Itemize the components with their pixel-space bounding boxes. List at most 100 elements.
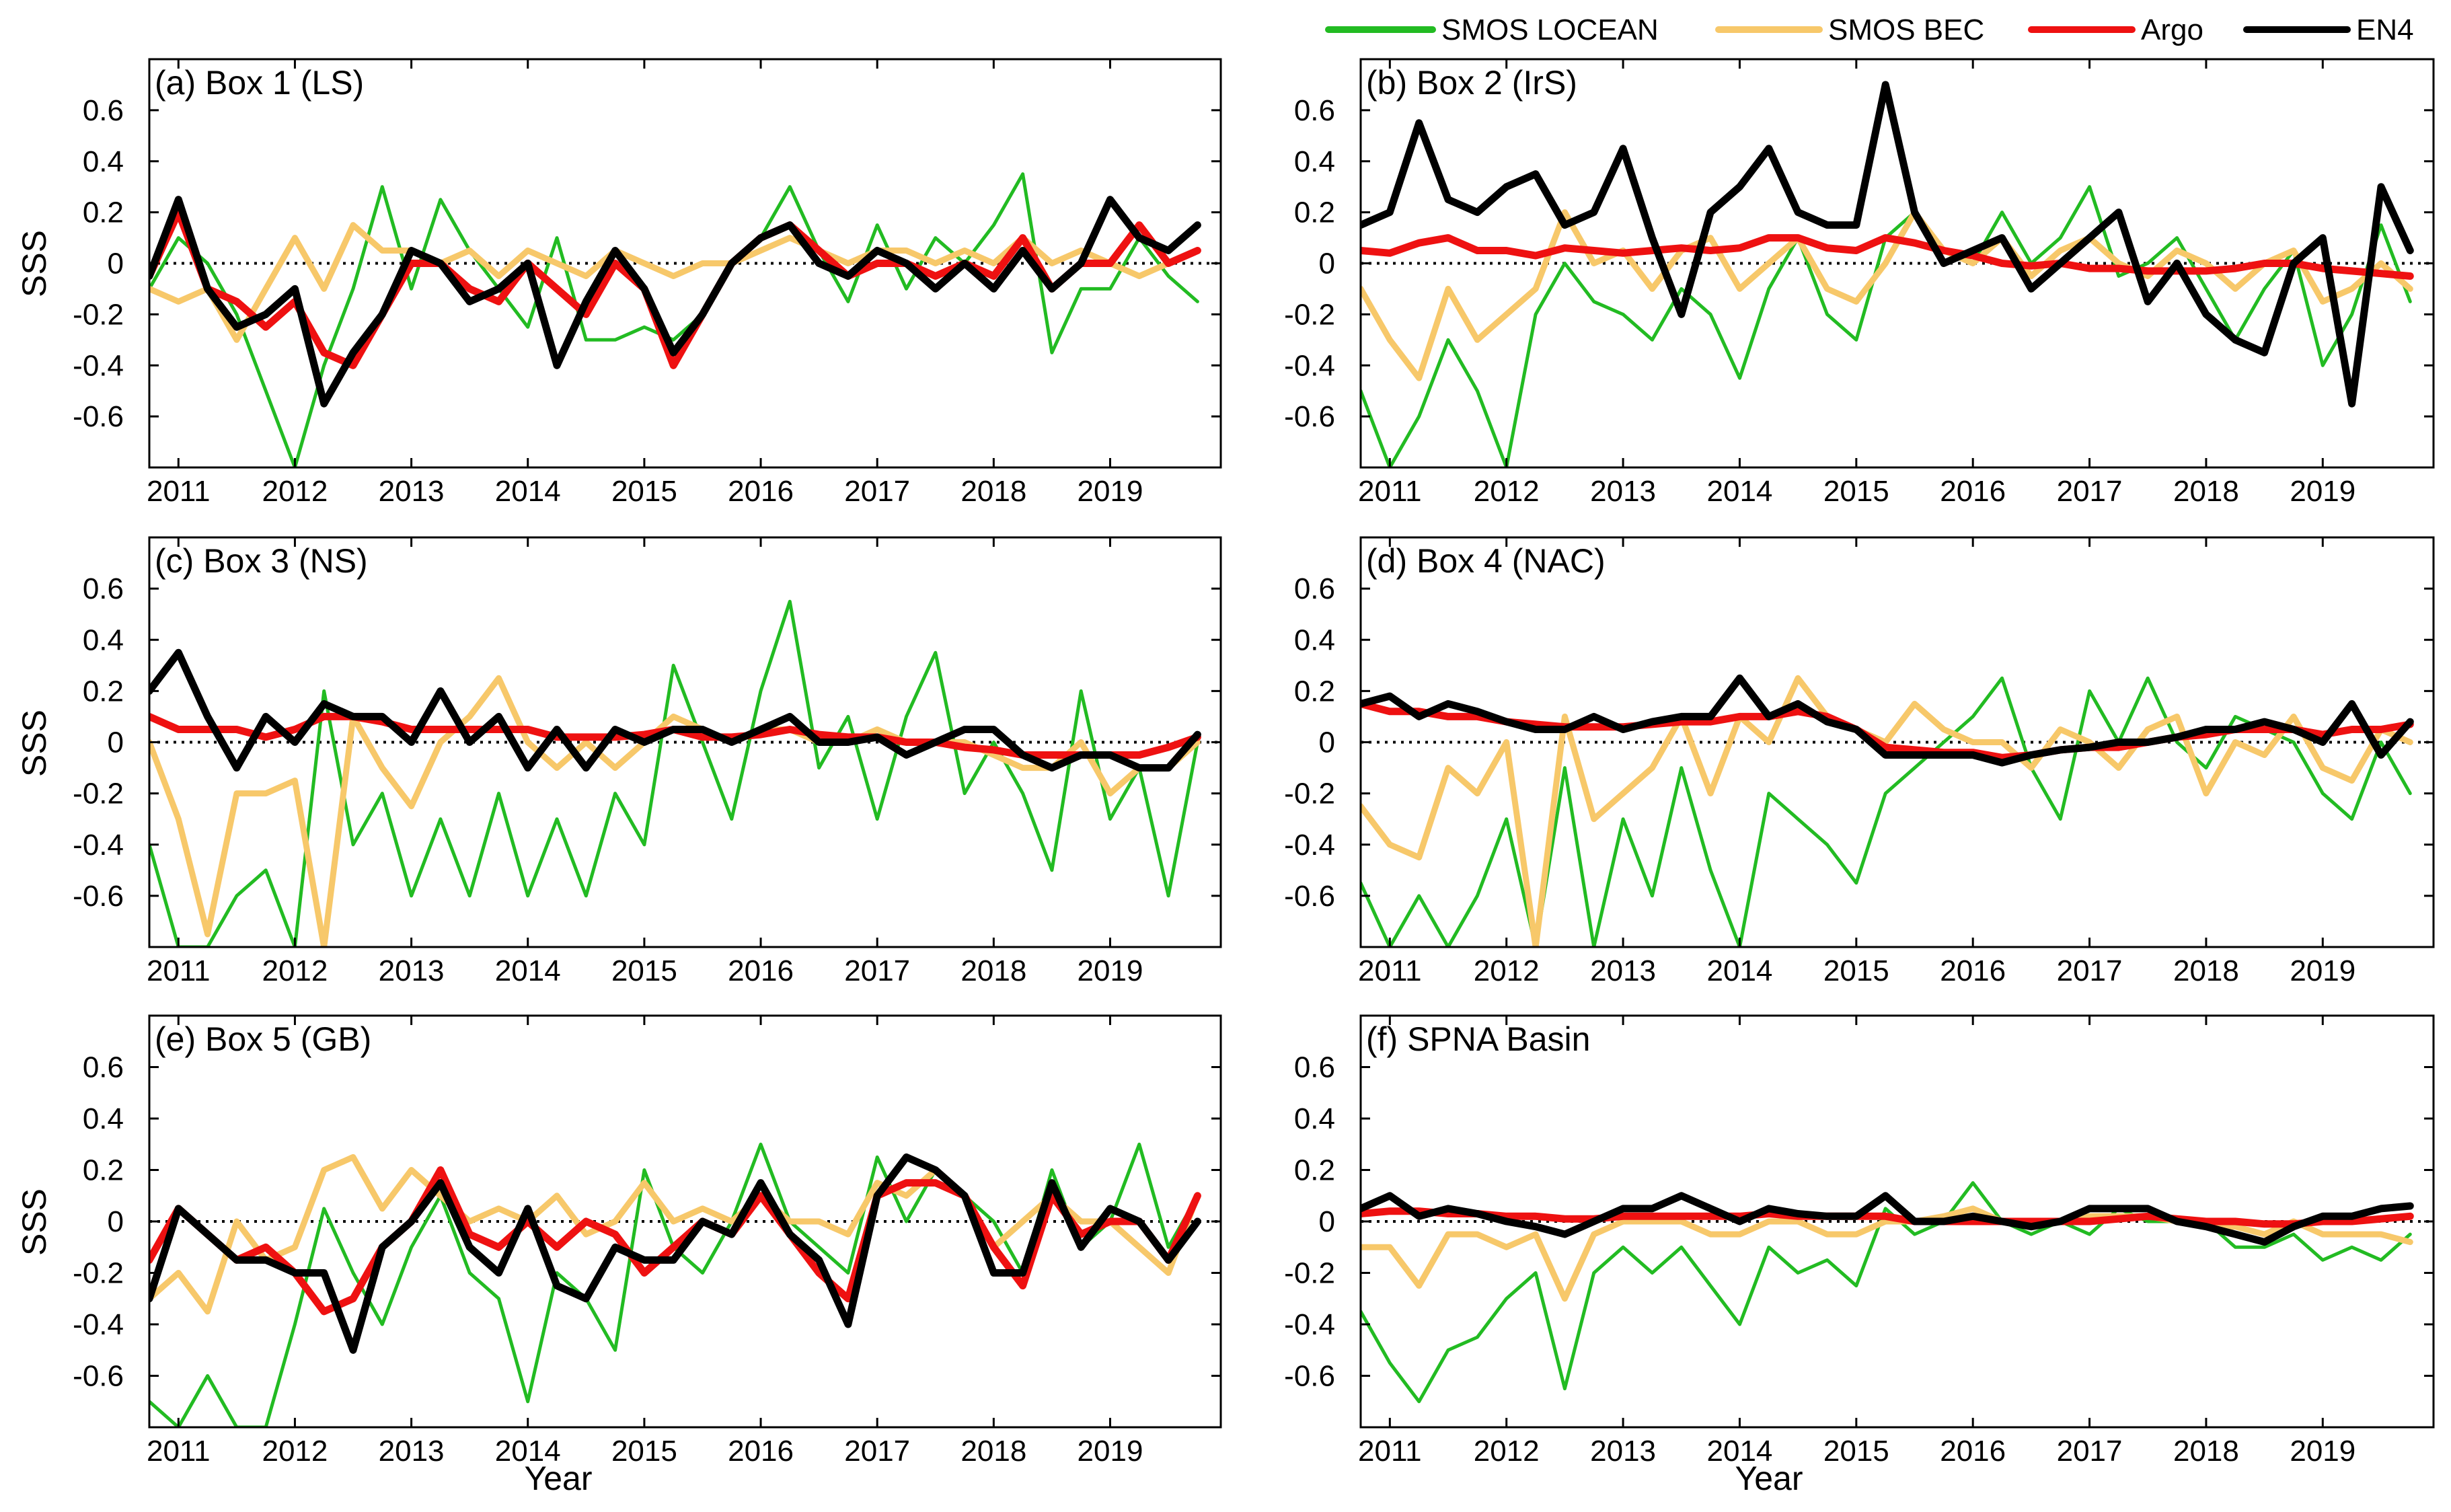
ytick-label-d-3: 0 bbox=[1319, 726, 1335, 759]
series-smos-bec-d bbox=[1361, 675, 2413, 947]
ytick-label-b-2: -0.2 bbox=[1284, 298, 1335, 331]
ytick-label-a-5: 0.4 bbox=[83, 145, 124, 178]
ytick-label-f-2: -0.2 bbox=[1284, 1257, 1335, 1290]
series-smos-bec-b bbox=[1361, 209, 2413, 381]
legend-label-smos-locean: SMOS LOCEAN bbox=[1441, 13, 1659, 46]
xtick-label-c-7: 2018 bbox=[960, 954, 1026, 987]
series-smos-locean-a bbox=[149, 172, 1199, 467]
ytick-label-e-6: 0.6 bbox=[83, 1051, 124, 1084]
legend: SMOS LOCEAN SMOS BEC Argo EN4 bbox=[1325, 13, 2414, 46]
ytick-label-e-1: -0.4 bbox=[73, 1308, 124, 1341]
series-smos-bec-f bbox=[1361, 1205, 2413, 1302]
xtick-label-b-4: 2015 bbox=[1823, 475, 1889, 508]
panel-title-d: (d) Box 4 (NAC) bbox=[1366, 542, 1606, 580]
series-smos-locean-d bbox=[1361, 676, 2412, 947]
xtick-label-b-3: 2014 bbox=[1707, 475, 1773, 508]
ytick-label-b-6: 0.6 bbox=[1294, 94, 1335, 127]
xtick-label-e-0: 2011 bbox=[147, 1435, 211, 1468]
ytick-label-a-4: 0.2 bbox=[83, 196, 124, 229]
xtick-label-f-2: 2013 bbox=[1590, 1435, 1656, 1468]
ylabel-row-3: SSS bbox=[15, 1188, 53, 1256]
xtick-label-f-8: 2019 bbox=[2290, 1435, 2355, 1468]
series-smos-bec-c bbox=[149, 675, 1201, 947]
ytick-label-c-2: -0.2 bbox=[73, 778, 124, 810]
panel-title-b: (b) Box 2 (IrS) bbox=[1366, 64, 1577, 102]
series-en4-d bbox=[1361, 674, 2414, 767]
ytick-label-d-5: 0.4 bbox=[1294, 623, 1335, 656]
xtick-label-d-3: 2014 bbox=[1707, 954, 1773, 987]
ytick-label-a-3: 0 bbox=[108, 248, 124, 280]
xtick-label-a-2: 2013 bbox=[379, 475, 445, 508]
xtick-label-c-8: 2019 bbox=[1078, 954, 1143, 987]
xtick-label-b-8: 2019 bbox=[2290, 475, 2355, 508]
ytick-label-a-6: 0.6 bbox=[83, 94, 124, 127]
ytick-label-e-4: 0.2 bbox=[83, 1154, 124, 1187]
xtick-label-a-6: 2017 bbox=[844, 475, 910, 508]
ytick-label-a-0: -0.6 bbox=[73, 400, 124, 433]
panel-e: -0.6 -0.4 -0.2 0 0.2 0.4 0.6 2011 2012 2013 2014 20… bbox=[73, 1014, 1222, 1468]
panel-title-e: (e) Box 5 (GB) bbox=[155, 1020, 371, 1058]
ytick-label-d-2: -0.2 bbox=[1284, 778, 1335, 810]
panel-d: -0.6 -0.4 -0.2 0 0.2 0.4 0.6 2011 2012 2013 2014 20… bbox=[1284, 536, 2435, 987]
xtick-label-a-8: 2019 bbox=[1078, 475, 1143, 508]
xtick-label-d-1: 2012 bbox=[1474, 954, 1540, 987]
xtick-label-a-3: 2014 bbox=[495, 475, 561, 508]
ytick-label-c-0: -0.6 bbox=[73, 880, 124, 913]
xlabel-right: Year bbox=[1735, 1460, 1803, 1497]
series-argo-f bbox=[1361, 1207, 2414, 1228]
xtick-label-f-6: 2017 bbox=[2057, 1435, 2123, 1468]
panel-b: -0.6 -0.4 -0.2 0 0.2 0.4 0.6 2011 2012 2013 2014 20… bbox=[1284, 58, 2435, 508]
xtick-label-b-2: 2013 bbox=[1590, 475, 1656, 508]
series-argo-e bbox=[149, 1166, 1201, 1316]
xtick-label-b-1: 2012 bbox=[1474, 475, 1540, 508]
xtick-label-a-0: 2011 bbox=[147, 475, 211, 508]
xtick-label-e-6: 2017 bbox=[844, 1435, 910, 1468]
xtick-label-e-5: 2016 bbox=[728, 1435, 794, 1468]
ytick-label-f-4: 0.2 bbox=[1294, 1154, 1335, 1187]
xtick-label-e-2: 2013 bbox=[379, 1435, 445, 1468]
xtick-label-e-4: 2015 bbox=[611, 1435, 677, 1468]
xtick-label-d-7: 2018 bbox=[2173, 954, 2239, 987]
ytick-label-f-3: 0 bbox=[1319, 1205, 1335, 1238]
series-smos-bec-e bbox=[149, 1154, 1201, 1315]
series-smos-locean-c bbox=[149, 599, 1199, 947]
xtick-label-f-5: 2016 bbox=[1940, 1435, 2006, 1468]
series-en4-c bbox=[149, 648, 1201, 772]
xtick-label-e-7: 2018 bbox=[960, 1435, 1026, 1468]
xtick-label-b-6: 2017 bbox=[2057, 475, 2123, 508]
xtick-label-e-8: 2019 bbox=[1078, 1435, 1143, 1468]
ytick-label-f-6: 0.6 bbox=[1294, 1051, 1335, 1084]
ytick-label-b-4: 0.2 bbox=[1294, 196, 1335, 229]
ytick-label-e-5: 0.4 bbox=[83, 1102, 124, 1135]
xtick-label-f-7: 2018 bbox=[2173, 1435, 2239, 1468]
ytick-label-c-6: 0.6 bbox=[83, 572, 124, 605]
ylabel-row-1: SSS bbox=[15, 230, 53, 297]
legend-label-argo: Argo bbox=[2141, 13, 2203, 46]
xtick-label-a-7: 2018 bbox=[960, 475, 1026, 508]
xtick-label-e-1: 2012 bbox=[262, 1435, 328, 1468]
series-en4-a bbox=[149, 196, 1201, 408]
xlabel-left: Year bbox=[524, 1460, 592, 1497]
panel-a: -0.6 -0.4 -0.2 0 0.2 0.4 0.6 2011 2012 2013 2014 20… bbox=[73, 58, 1222, 508]
xtick-label-d-0: 2011 bbox=[1358, 954, 1422, 987]
xtick-label-a-5: 2016 bbox=[728, 475, 794, 508]
ytick-label-c-1: -0.4 bbox=[73, 829, 124, 862]
xtick-label-c-4: 2015 bbox=[611, 954, 677, 987]
xtick-label-a-1: 2012 bbox=[262, 475, 328, 508]
series-smos-locean-f bbox=[1361, 1181, 2412, 1404]
xtick-label-f-3: 2014 bbox=[1707, 1435, 1773, 1468]
xtick-label-c-6: 2017 bbox=[844, 954, 910, 987]
series-argo-a bbox=[149, 209, 1201, 369]
ytick-label-d-1: -0.4 bbox=[1284, 829, 1335, 862]
xtick-label-b-7: 2018 bbox=[2173, 475, 2239, 508]
ytick-label-f-0: -0.6 bbox=[1284, 1360, 1335, 1393]
ytick-label-b-3: 0 bbox=[1319, 248, 1335, 280]
xtick-label-a-4: 2015 bbox=[611, 475, 677, 508]
ytick-label-d-0: -0.6 bbox=[1284, 880, 1335, 913]
series-en4-f bbox=[1361, 1192, 2414, 1246]
series-en4-e bbox=[149, 1153, 1201, 1354]
ytick-label-c-4: 0.2 bbox=[83, 675, 124, 708]
ylabel-row-2: SSS bbox=[15, 710, 53, 777]
xtick-label-d-5: 2016 bbox=[1940, 954, 2006, 987]
